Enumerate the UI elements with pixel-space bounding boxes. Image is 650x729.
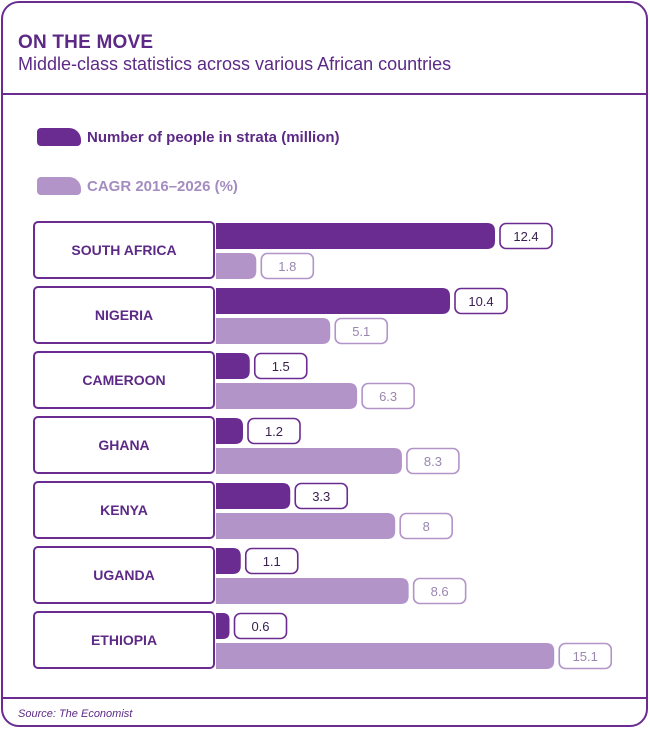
value-label-people-ethiopia: 0.6	[251, 619, 269, 634]
value-label-cagr-nigeria: 5.1	[352, 324, 370, 339]
value-label-people-kenya: 3.3	[312, 489, 330, 504]
bar-people-cameroon	[216, 353, 250, 379]
chart-title: ON THE MOVE	[18, 32, 154, 53]
value-box-people-south-africa	[499, 222, 553, 250]
value-label-people-south-africa: 12.4	[513, 229, 538, 244]
value-label-cagr-cameroon: 6.3	[379, 389, 397, 404]
value-box-people-ghana	[247, 417, 301, 445]
legend-label-cagr: CAGR 2016–2026 (%)	[87, 177, 238, 195]
footer-divider	[3, 697, 646, 699]
value-label-cagr-ghana: 8.3	[424, 454, 442, 469]
legend-swatch-people	[37, 128, 81, 146]
value-box-cagr-cameroon	[361, 382, 415, 410]
bar-people-uganda	[216, 548, 241, 574]
value-box-cagr-kenya	[399, 512, 454, 540]
category-box-uganda	[33, 546, 215, 604]
category-label-uganda: UGANDA	[93, 567, 154, 583]
value-box-people-cameroon	[253, 352, 308, 380]
category-box-kenya	[33, 481, 215, 539]
value-label-people-nigeria: 10.4	[468, 294, 493, 309]
bar-cagr-south-africa	[216, 253, 257, 279]
category-box-ghana	[33, 416, 215, 474]
bar-cagr-cameroon	[216, 383, 358, 409]
value-label-people-uganda: 1.1	[263, 554, 281, 569]
value-label-cagr-kenya: 8	[423, 519, 430, 534]
category-box-ethiopia	[33, 611, 215, 669]
legend-label-people: Number of people in strata (million)	[87, 128, 340, 146]
bar-cagr-ethiopia	[216, 643, 555, 669]
legend-item-cagr: CAGR 2016–2026 (%)	[37, 175, 238, 197]
category-label-cameroon: CAMEROON	[82, 372, 165, 388]
category-label-nigeria: NIGERIA	[95, 307, 153, 323]
bar-cagr-ghana	[216, 448, 402, 474]
value-box-people-kenya	[294, 482, 349, 510]
value-box-cagr-ethiopia	[558, 642, 613, 670]
value-box-cagr-uganda	[412, 577, 467, 605]
bar-people-south-africa	[216, 223, 495, 249]
bar-cagr-nigeria	[216, 318, 331, 344]
category-label-kenya: KENYA	[100, 502, 148, 518]
legend-swatch-cagr	[37, 177, 81, 195]
value-label-cagr-uganda: 8.6	[431, 584, 449, 599]
bar-people-nigeria	[216, 288, 450, 314]
value-box-people-nigeria	[454, 287, 508, 315]
legend-item-people: Number of people in strata (million)	[37, 126, 340, 148]
value-box-people-ethiopia	[233, 612, 288, 640]
category-label-ghana: GHANA	[98, 437, 149, 453]
bar-people-kenya	[216, 483, 291, 509]
value-label-people-cameroon: 1.5	[272, 359, 290, 374]
value-box-cagr-ghana	[406, 447, 460, 475]
category-label-ethiopia: ETHIOPIA	[91, 632, 157, 648]
source-note: Source: The Economist	[18, 708, 133, 720]
value-label-cagr-ethiopia: 15.1	[573, 649, 598, 664]
value-box-cagr-south-africa	[260, 252, 315, 280]
value-box-cagr-nigeria	[334, 317, 389, 345]
chart-subtitle: Middle-class statistics across various A…	[18, 54, 452, 74]
category-box-cameroon	[33, 351, 215, 409]
bar-people-ghana	[216, 418, 243, 444]
header-divider	[3, 93, 646, 95]
category-label-south-africa: SOUTH AFRICA	[71, 242, 176, 258]
category-box-nigeria	[33, 286, 215, 344]
value-label-people-ghana: 1.2	[265, 424, 283, 439]
bar-cagr-uganda	[216, 578, 409, 604]
bar-cagr-kenya	[216, 513, 396, 539]
value-label-cagr-south-africa: 1.8	[278, 259, 296, 274]
bar-people-ethiopia	[216, 613, 230, 639]
value-box-people-uganda	[244, 547, 299, 575]
category-box-south-africa	[33, 221, 215, 279]
